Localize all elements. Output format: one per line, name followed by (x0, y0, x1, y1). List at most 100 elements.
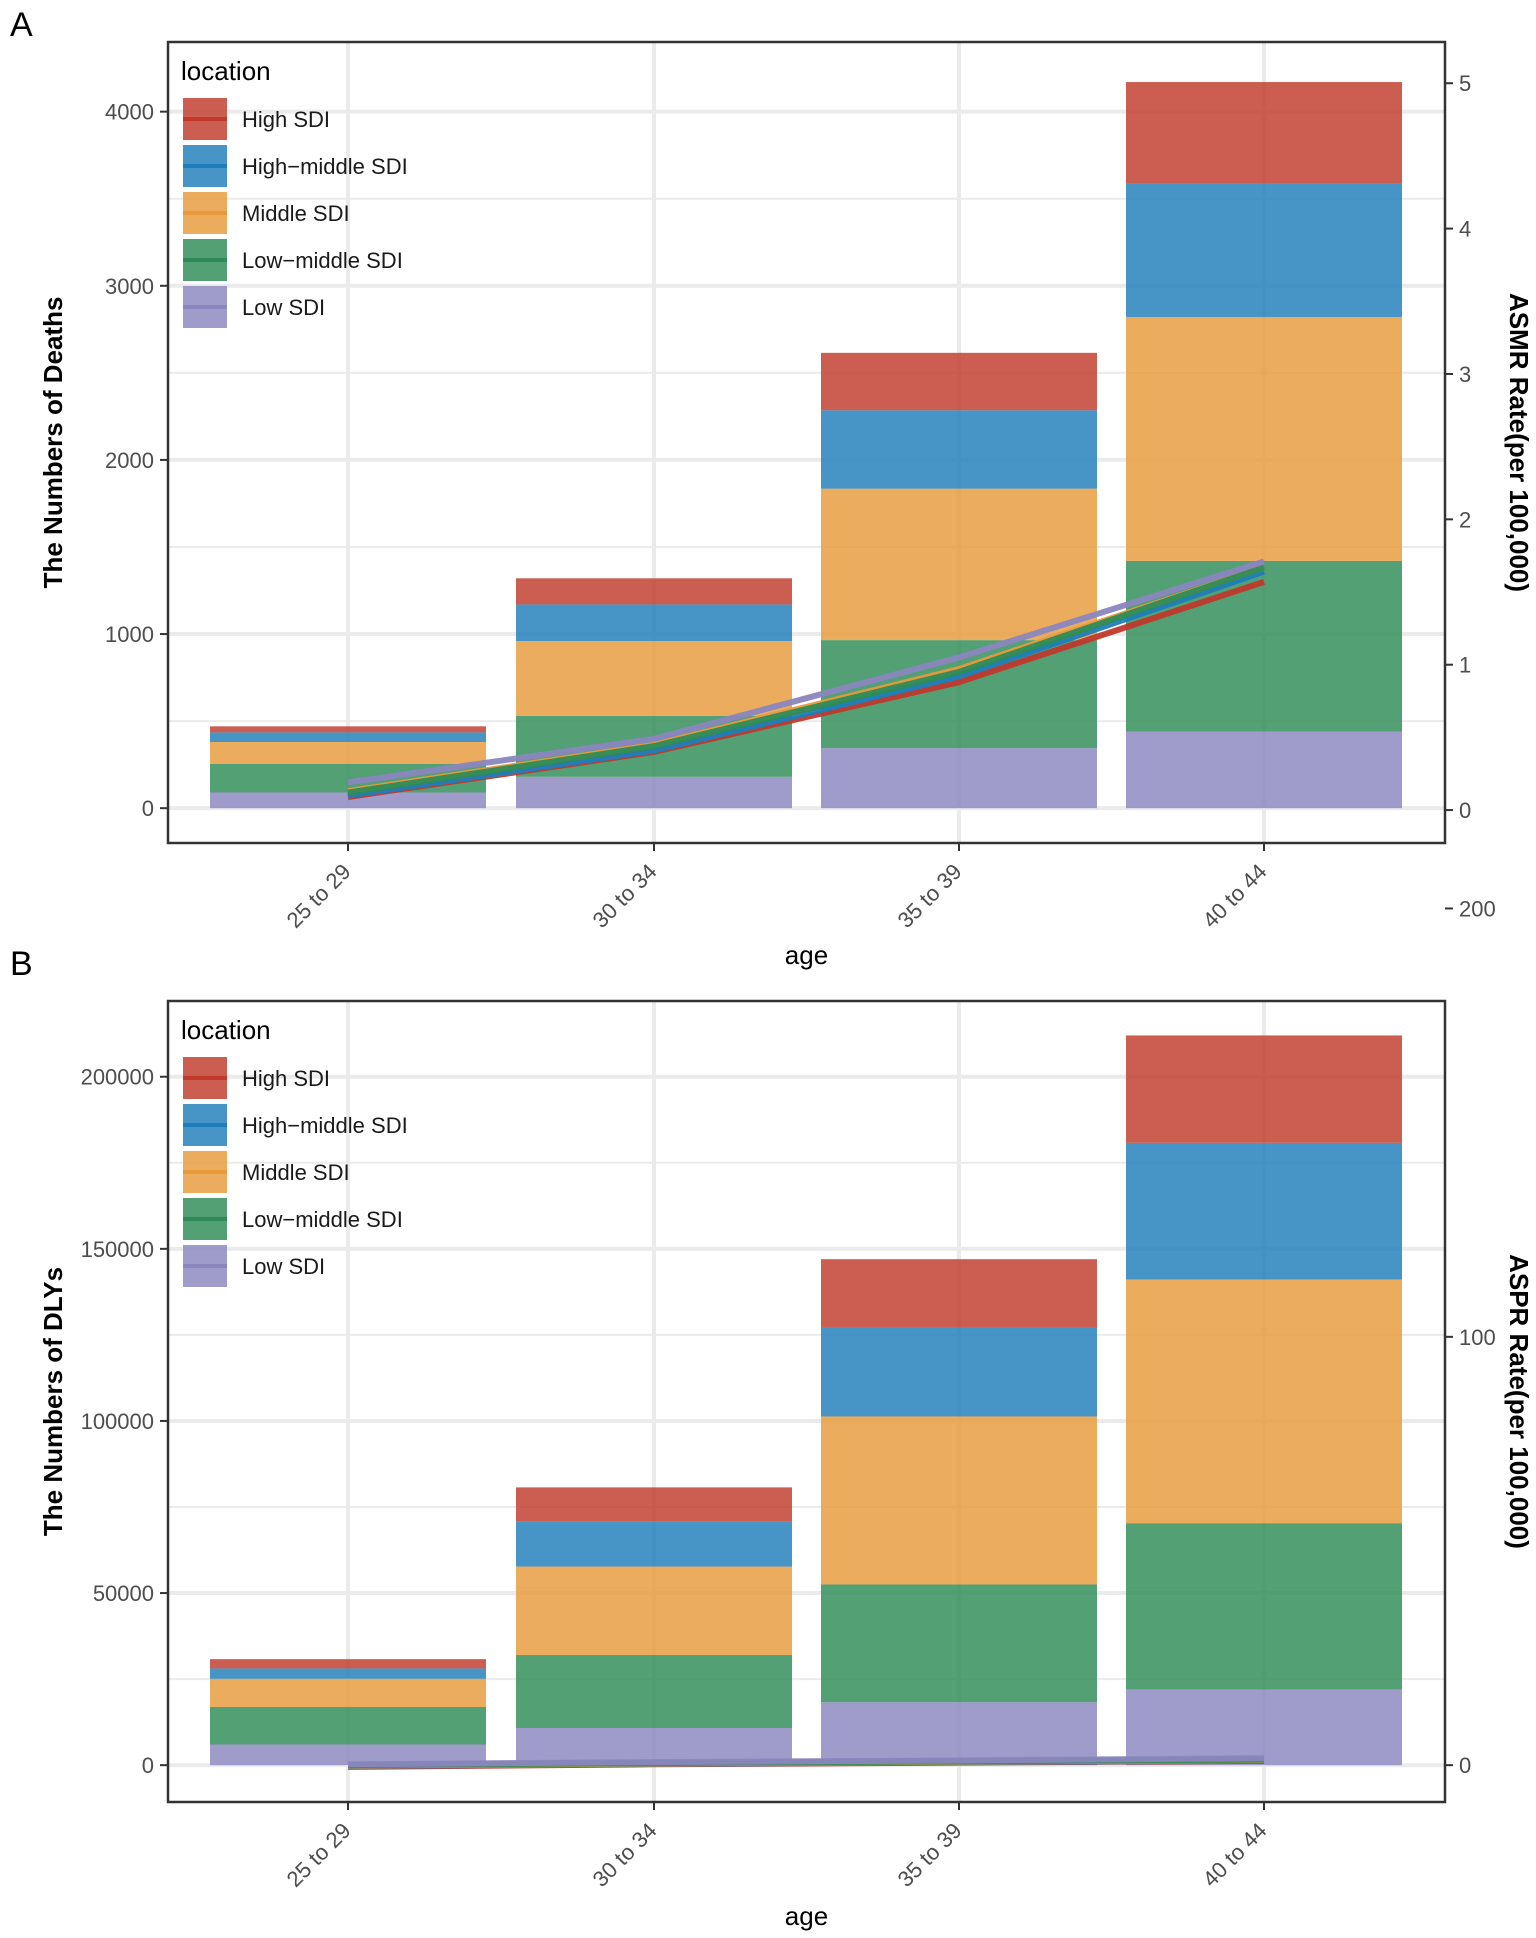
bar-a-35-to-39-middle-sdi (821, 488, 1097, 641)
bar-b-25-to-29-high-middle-sdi (210, 1668, 486, 1679)
y2-tick-label: 100 (1459, 1325, 1496, 1350)
y-tick-label: 200000 (81, 1065, 154, 1090)
bar-a-35-to-39-high-sdi (821, 352, 1097, 411)
x-tick-label: 35 to 39 (893, 859, 967, 933)
bar-a-30-to-34-low-sdi (516, 776, 792, 809)
bar-b-25-to-29-low-middle-sdi (210, 1706, 486, 1745)
y2-tick-label: 4 (1459, 217, 1471, 242)
legend-label: High−middle SDI (242, 154, 408, 179)
chart-panel-b: B 0 50000 100000 150000 200000 0 100 200 25 to 29… (10, 896, 1534, 1931)
y2-tick-label: 5 (1459, 71, 1471, 96)
bar-b-40-to-44-low-middle-sdi (1126, 1523, 1402, 1690)
panel-letter: A (10, 6, 33, 44)
line-a-high-middle-sdi (347, 568, 1265, 799)
bar-b-35-to-39-low-middle-sdi (821, 1584, 1097, 1703)
legend-label: Middle SDI (242, 201, 350, 226)
y2-tick-label: 1 (1459, 653, 1471, 678)
bar-b-25-to-29-middle-sdi (210, 1678, 486, 1707)
y2-axis-title: ASMR Rate(per 100,000) (1504, 293, 1534, 592)
legend-title: location (181, 56, 271, 86)
y-axis-title: The Numbers of Deaths (38, 297, 68, 589)
bar-b-40-to-44-middle-sdi (1126, 1279, 1402, 1524)
y-tick-label: 0 (142, 796, 154, 821)
legend-key-high-middle-sdi: High−middle SDI (183, 1104, 408, 1146)
legend-key-low-sdi: Low SDI (183, 1245, 325, 1287)
x-axis: 25 to 29 30 to 34 35 to 39 40 to 44 (282, 843, 1272, 933)
bar-b-30-to-34-high-sdi (516, 1487, 792, 1522)
line-b-low-sdi (347, 1755, 1265, 1768)
legend-key-middle-sdi: Middle SDI (183, 192, 350, 234)
legend-key-middle-sdi: Middle SDI (183, 1151, 350, 1193)
legend: location High SDI High−middle SDI Middle SD… (181, 1015, 408, 1287)
bar-b-40-to-44-low-sdi (1126, 1689, 1402, 1766)
x-tick-label: 25 to 29 (282, 1818, 356, 1892)
bar-a-25-to-29-low-sdi (210, 792, 486, 809)
bar-a-40-to-44-high-middle-sdi (1126, 183, 1402, 318)
legend-label: Low SDI (242, 1254, 325, 1279)
y2-tick-label: 3 (1459, 362, 1471, 387)
bar-b-35-to-39-high-middle-sdi (821, 1326, 1097, 1417)
y-tick-label: 0 (142, 1753, 154, 1778)
legend-key-high-sdi: High SDI (183, 1057, 330, 1099)
legend-label: High−middle SDI (242, 1113, 408, 1138)
y-tick-label: 150000 (81, 1237, 154, 1262)
x-tick-label: 40 to 44 (1198, 1818, 1272, 1892)
legend-label: Low−middle SDI (242, 1207, 403, 1232)
bar-a-30-to-34-middle-sdi (516, 641, 792, 716)
y-axis-right: 0 1 2 3 4 5 (1445, 71, 1471, 823)
bar-b-25-to-29-high-sdi (210, 1659, 486, 1669)
y2-tick-label: 0 (1459, 1753, 1471, 1778)
x-tick-label: 30 to 34 (588, 1818, 662, 1892)
line-a-low-sdi (347, 558, 1265, 786)
bar-a-40-to-44-low-sdi (1126, 731, 1402, 809)
legend-label: High SDI (242, 1066, 330, 1091)
panel-border (166, 999, 1447, 1804)
bar-a-25-to-29-high-middle-sdi (210, 732, 486, 743)
x-tick-label: 35 to 39 (893, 1818, 967, 1892)
bar-b-30-to-34-middle-sdi (516, 1566, 792, 1656)
bar-b-35-to-39-high-sdi (821, 1259, 1097, 1327)
y-tick-label: 3000 (105, 274, 154, 299)
legend-label: Middle SDI (242, 1160, 350, 1185)
y-tick-label: 4000 (105, 100, 154, 125)
legend-title: location (181, 1015, 271, 1045)
x-tick-label: 25 to 29 (282, 859, 356, 933)
legend-label: High SDI (242, 107, 330, 132)
bar-stack (210, 1035, 1402, 1766)
y-axis-right: 0 100 200 (1445, 896, 1496, 1778)
x-tick-label: 30 to 34 (588, 859, 662, 933)
y2-tick-label: 0 (1459, 798, 1471, 823)
y2-tick-label: 2 (1459, 507, 1471, 532)
bar-b-35-to-39-middle-sdi (821, 1416, 1097, 1585)
x-tick-label: 40 to 44 (1198, 859, 1272, 933)
y-axis-left: 0 50000 100000 150000 200000 (81, 1065, 168, 1778)
legend-label: Low SDI (242, 295, 325, 320)
y-tick-label: 50000 (93, 1581, 154, 1606)
x-axis-title: age (785, 940, 828, 970)
rate-lines (347, 1755, 1265, 1770)
bar-a-25-to-29-high-sdi (210, 726, 486, 733)
legend-key-low-middle-sdi: Low−middle SDI (183, 239, 403, 281)
y-tick-label: 2000 (105, 448, 154, 473)
bar-b-40-to-44-high-middle-sdi (1126, 1142, 1402, 1280)
panel-border (166, 40, 1447, 845)
y-tick-label: 100000 (81, 1409, 154, 1434)
legend: location High SDI High−middle SDI Middle SD… (181, 56, 408, 328)
legend-key-low-middle-sdi: Low−middle SDI (183, 1198, 403, 1240)
chart-panel-a: A 0 1000 2000 3000 4000 0 1 2 3 4 5 25 to 29 30 to 34… (10, 6, 1534, 970)
bar-a-30-to-34-high-sdi (516, 578, 792, 605)
y-axis-title: The Numbers of DLYs (38, 1267, 68, 1536)
bar-a-40-to-44-middle-sdi (1126, 317, 1402, 561)
legend-key-high-middle-sdi: High−middle SDI (183, 145, 408, 187)
bar-b-40-to-44-high-sdi (1126, 1035, 1402, 1143)
y2-axis-title: ASPR Rate(per 100,000) (1504, 1254, 1534, 1549)
bar-a-35-to-39-high-middle-sdi (821, 410, 1097, 489)
bar-b-30-to-34-low-middle-sdi (516, 1655, 792, 1728)
panel-letter: B (10, 945, 33, 983)
bar-a-40-to-44-high-sdi (1126, 82, 1402, 184)
legend-key-low-sdi: Low SDI (183, 286, 325, 328)
bar-b-25-to-29-low-sdi (210, 1744, 486, 1766)
x-axis: 25 to 29 30 to 34 35 to 39 40 to 44 (282, 1802, 1272, 1892)
x-axis-title: age (785, 1901, 828, 1931)
